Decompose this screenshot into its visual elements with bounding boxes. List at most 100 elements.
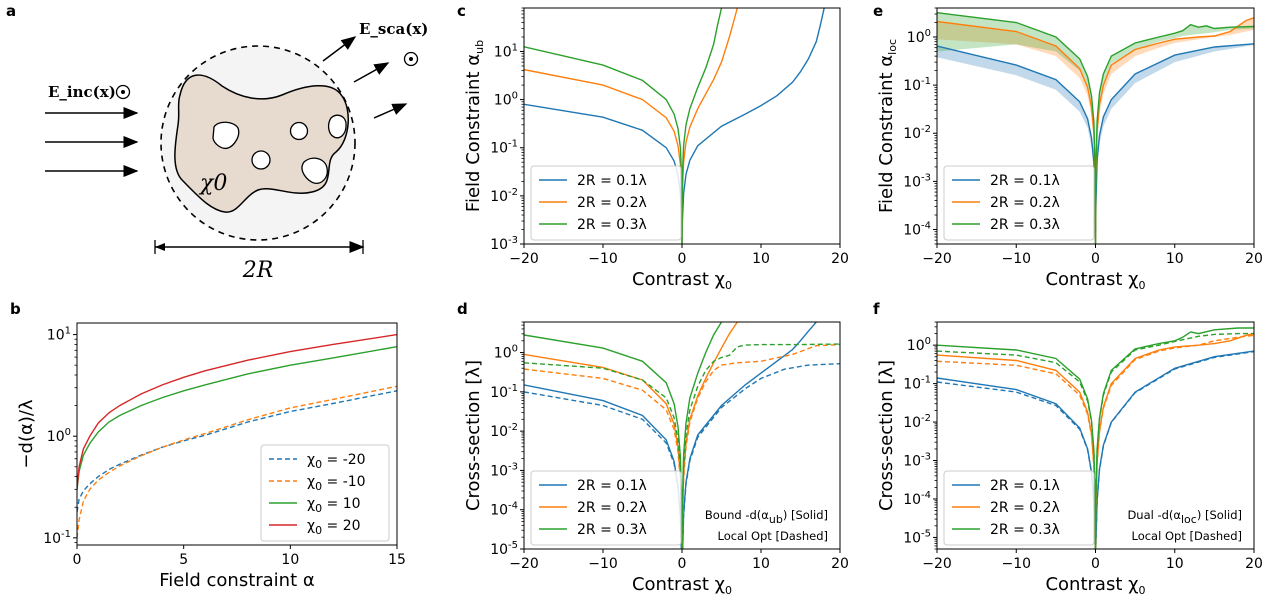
y-tick-label: 10-4 <box>903 221 931 239</box>
band-orange <box>937 17 1254 244</box>
x-tick-label: −10 <box>1001 556 1031 572</box>
x-tick-label: 20 <box>831 556 849 572</box>
series-line-red <box>77 333 397 490</box>
panel-label-b: b <box>10 300 21 318</box>
void-2 <box>289 121 309 141</box>
scatterer-body <box>174 74 349 213</box>
series-line-orange-dashed <box>524 343 840 549</box>
chart-panel-b: b 0 5 10 15 10-1 100 101 Field constraint α −d(α)… <box>10 300 406 591</box>
y-tick-label: 100 <box>494 91 518 109</box>
x-tick-label: −20 <box>922 251 952 267</box>
series-line-orange <box>937 17 1254 244</box>
series-line-orange-dashed <box>937 334 1254 549</box>
legend-label: 2R = 0.3λ <box>990 522 1060 538</box>
void-5 <box>301 157 328 184</box>
legend-label: 2R = 0.1λ <box>577 478 647 494</box>
y-axis-label: Cross-section [λ] <box>463 360 484 511</box>
legend: 2R = 0.1λ 2R = 0.2λ 2R = 0.3λ <box>943 470 1095 546</box>
legend: 2R = 0.1λ 2R = 0.2λ 2R = 0.3λ <box>530 165 682 241</box>
y-tick-label: 10-3 <box>903 172 931 190</box>
legend-label: χ0​ = -20 <box>307 452 366 471</box>
y-tick-label: 10-2 <box>490 187 518 205</box>
legend-label: 2R = 0.3λ <box>577 217 647 233</box>
dimension-label: 2R <box>242 258 274 283</box>
y-tick-label: 10-1 <box>43 529 71 547</box>
y-tick-label: 10-1 <box>903 375 931 393</box>
x-tick-label: 20 <box>1245 251 1263 267</box>
series-line-blue <box>524 8 825 244</box>
scattered-arrow-1 <box>322 36 357 62</box>
series-line-green-dashed <box>937 332 1254 549</box>
x-tick-label: 10 <box>752 556 770 572</box>
x-tick-label: 10 <box>752 251 770 267</box>
x-tick-label: 15 <box>388 552 406 568</box>
e-sca-label: E_sca(x) <box>359 20 428 38</box>
legend-box <box>530 165 682 241</box>
x-tick-label: 0 <box>678 556 687 572</box>
y-tick-label: 101 <box>47 326 71 344</box>
x-tick-label: 20 <box>1245 556 1263 572</box>
series-line-green <box>524 8 723 244</box>
plot-area-c <box>524 8 825 244</box>
y-tick-label: 100 <box>907 28 931 46</box>
series-line-green-dashed <box>524 343 840 549</box>
scattered-arrow-3 <box>373 103 408 119</box>
x-tick-label: −20 <box>509 556 539 572</box>
annotation-text: Dual -d(αloc​) [Solid] <box>1127 508 1242 526</box>
legend-label: 2R = 0.3λ <box>577 522 647 538</box>
annotation-text: Bound -d(αub​) [Solid] <box>705 508 828 526</box>
y-tick-label: 10-2 <box>903 413 931 431</box>
y-tick-label: 10-1 <box>490 139 518 157</box>
plot-area-b <box>77 333 397 538</box>
x-axis-label: Contrast χ0​ <box>632 574 732 597</box>
legend-label: 2R = 0.3λ <box>990 217 1060 233</box>
y-axis-label: Field Constraint αub​ <box>463 40 486 212</box>
y-tick-label: 10-1 <box>490 383 518 401</box>
x-axis-label: Contrast χ0​ <box>1045 574 1145 597</box>
y-tick-label: 10-3 <box>903 452 931 470</box>
series-line-green <box>937 12 1254 244</box>
x-tick-label: 10 <box>281 552 299 568</box>
x-tick-label: 10 <box>1166 251 1184 267</box>
legend-label: 2R = 0.2λ <box>990 195 1060 211</box>
panel-label-d: d <box>457 300 468 318</box>
out-of-plane-symbol-inc <box>115 84 131 100</box>
y-axis-label: Cross-section [λ] <box>876 360 897 511</box>
panel-a: a χ0 E_inc(x) E_sca(x) 2R <box>6 2 428 283</box>
x-tick-label: −20 <box>509 251 539 267</box>
x-tick-label: −10 <box>588 556 618 572</box>
legend-label: 2R = 0.1λ <box>990 478 1060 494</box>
x-tick-label: 0 <box>1091 251 1100 267</box>
panel-label-a: a <box>6 2 16 20</box>
chi0-label: χ0 <box>198 171 227 196</box>
plot-area-d <box>524 322 840 549</box>
x-tick-label: 5 <box>179 552 188 568</box>
out-of-plane-symbol-sca <box>403 51 419 67</box>
y-axis-label: −d(α)/λ <box>16 399 37 468</box>
x-tick-label: 0 <box>73 552 82 568</box>
y-tick-label: 100 <box>494 344 518 362</box>
legend-label: 2R = 0.2λ <box>990 500 1060 516</box>
plot-area-f <box>937 327 1254 549</box>
y-tick-label: 10-5 <box>903 528 931 546</box>
y-tick-label: 10-2 <box>490 422 518 440</box>
legend-label: 2R = 0.1λ <box>577 173 647 189</box>
e-inc-label: E_inc(x) <box>48 83 116 101</box>
legend: 2R = 0.1λ 2R = 0.2λ 2R = 0.3λ <box>530 470 682 546</box>
legend-box <box>260 444 390 542</box>
scattered-arrow-2 <box>353 62 390 83</box>
x-tick-label: 0 <box>1091 556 1100 572</box>
legend-box <box>530 470 682 546</box>
y-tick-label: 10-2 <box>903 124 931 142</box>
y-tick-label: 100 <box>907 336 931 354</box>
chart-panel-d: d−20 −10 0 10 2010-510-410-310-210-1100Contr… <box>457 300 849 597</box>
annotation-text: Local Opt [Dashed] <box>717 529 828 543</box>
legend: 2R = 0.1λ 2R = 0.2λ 2R = 0.3λ <box>943 165 1095 241</box>
panel-label-c: c <box>457 2 466 20</box>
axes-frame <box>76 322 398 546</box>
x-tick-label: 0 <box>678 251 687 267</box>
legend-label: 2R = 0.2λ <box>577 500 647 516</box>
